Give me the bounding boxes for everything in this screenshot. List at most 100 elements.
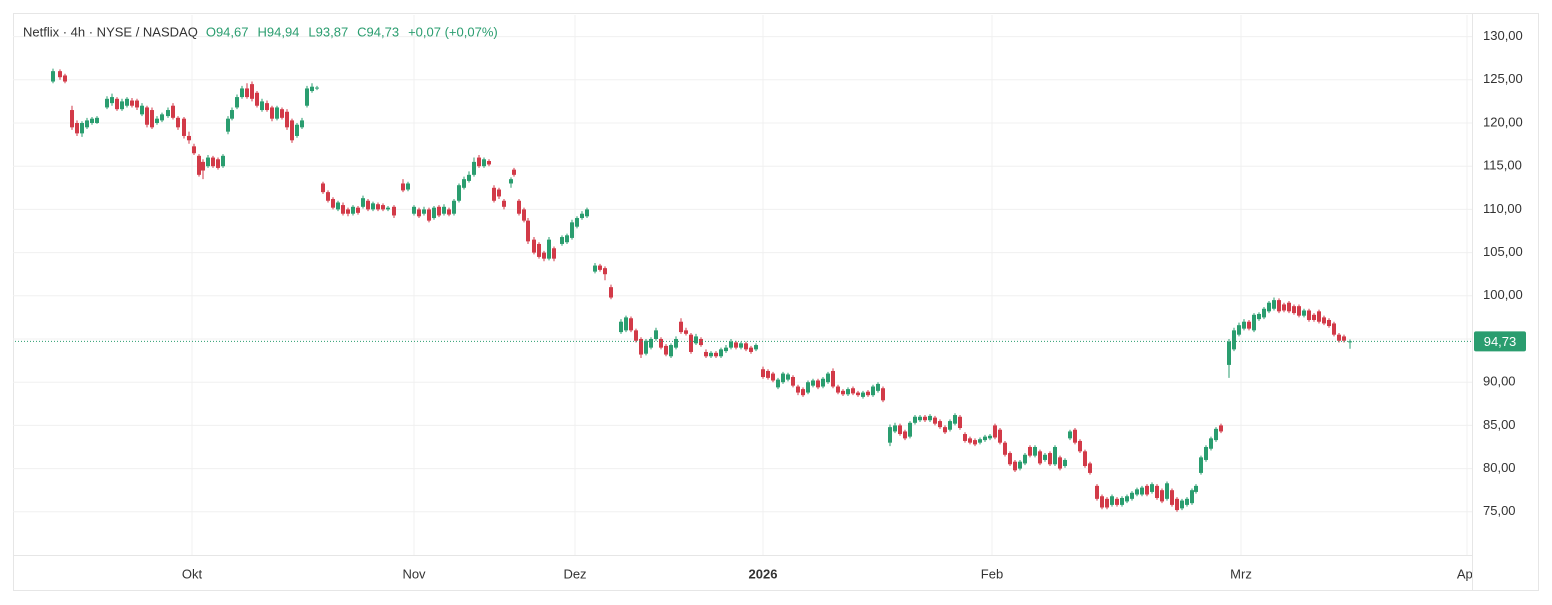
candle-body: [791, 377, 795, 386]
candle-body: [1170, 490, 1174, 505]
candle-body: [699, 339, 703, 346]
candle-body: [115, 98, 119, 110]
candle-body: [908, 422, 912, 437]
candle-body: [63, 75, 67, 82]
candle-body: [315, 87, 319, 89]
candle-body: [361, 198, 365, 207]
candle-body: [629, 318, 633, 331]
candle-body: [1219, 425, 1223, 432]
candle-body: [452, 200, 456, 214]
candle-body: [1317, 311, 1321, 322]
y-tick-label: 125,00: [1483, 71, 1523, 86]
candle-body: [1165, 483, 1169, 499]
candle-body: [856, 392, 860, 396]
candle-body: [265, 103, 269, 111]
candle-body: [684, 330, 688, 334]
candle-body: [197, 155, 201, 175]
candle-body: [1150, 484, 1154, 492]
candle-body: [221, 155, 225, 167]
candle-body: [366, 200, 370, 210]
candle-body: [497, 189, 501, 197]
candle-body: [1003, 442, 1007, 455]
candle-body: [457, 185, 461, 201]
candle-body: [1043, 454, 1047, 460]
y-tick-label: 130,00: [1483, 28, 1523, 43]
candle-body: [310, 86, 314, 92]
candle-body: [993, 425, 997, 438]
candle-body: [275, 107, 279, 119]
candle-body: [166, 110, 170, 117]
candle-body: [130, 100, 134, 106]
x-tick-labels: Okt Nov Dez 2026 Feb Mrz Apr: [182, 566, 1478, 581]
candle-body: [1105, 498, 1109, 508]
chart-frame: [13, 13, 1539, 591]
candle-body: [603, 268, 607, 275]
candle-body: [938, 421, 942, 428]
candle-body: [1063, 459, 1067, 467]
candle-body: [776, 379, 780, 388]
candle-body: [417, 209, 421, 217]
candle-body: [462, 179, 466, 188]
candle-body: [1175, 498, 1179, 511]
chart-title: Netflix · 4h · NYSE / NASDAQ: [23, 24, 198, 39]
candle-body: [659, 339, 663, 348]
candle-body: [1110, 496, 1114, 505]
candle-body: [816, 380, 820, 388]
candle-body: [1083, 451, 1087, 467]
candle-body: [1140, 487, 1144, 495]
candle-body: [447, 209, 451, 215]
candle-body: [467, 174, 471, 181]
candle-body: [300, 120, 304, 128]
candle-body: [871, 386, 875, 396]
candle-body: [295, 124, 299, 136]
candle-body: [509, 179, 513, 184]
candle-body: [240, 88, 244, 98]
candle-body: [1155, 485, 1159, 498]
candle-body: [714, 352, 718, 357]
x-tick-label: Apr: [1457, 566, 1478, 581]
candle-body: [192, 146, 196, 154]
candle-body: [150, 110, 154, 128]
candle-body: [933, 417, 937, 424]
candle-body: [526, 220, 530, 242]
y-tick-label: 80,00: [1483, 460, 1516, 475]
candle-body: [305, 88, 309, 106]
candle-body: [998, 429, 1002, 443]
candle-body: [537, 243, 541, 257]
candle-body: [432, 207, 436, 219]
candle-body: [216, 159, 220, 168]
header-value: +0,07 (+0,07%): [408, 24, 498, 39]
candle-body: [472, 161, 476, 175]
candle-body: [744, 343, 748, 350]
candle-body: [754, 345, 758, 350]
candle-body: [542, 252, 546, 259]
candle-body: [392, 206, 396, 216]
candle-body: [80, 123, 84, 134]
y-tick-label: 115,00: [1483, 158, 1522, 173]
candle-body: [331, 199, 335, 208]
candle-body: [437, 206, 441, 216]
candle-body: [517, 200, 521, 214]
candle-body: [948, 421, 952, 430]
candle-body: [285, 111, 289, 128]
candle-body: [1145, 485, 1149, 495]
candle-body: [245, 88, 249, 98]
candle-body: [689, 334, 693, 352]
last-price-tag: [1474, 331, 1526, 352]
candle-body: [412, 206, 416, 214]
candle-body: [983, 436, 987, 441]
candle-body: [206, 157, 210, 167]
candle-body: [674, 339, 678, 348]
header-value: C94,73: [357, 24, 399, 39]
candle-body: [145, 107, 149, 125]
x-tick-label: Mrz: [1230, 566, 1252, 581]
candle-body: [1023, 454, 1027, 464]
candle-body: [1287, 302, 1291, 312]
x-tick-label: Dez: [563, 566, 586, 581]
candle-body: [560, 237, 564, 244]
candle-body: [1068, 431, 1072, 439]
candle-body: [270, 107, 274, 119]
candle-body: [704, 351, 708, 357]
candle-body: [570, 222, 574, 238]
candle-body: [898, 425, 902, 435]
